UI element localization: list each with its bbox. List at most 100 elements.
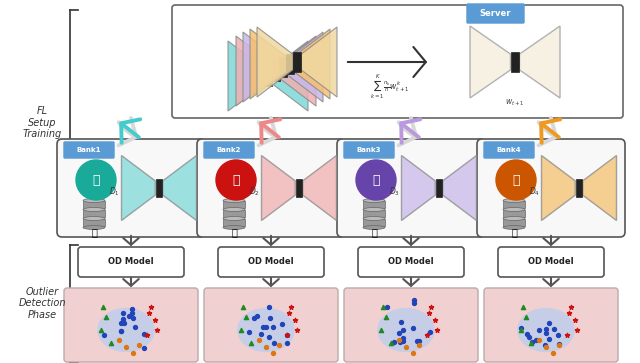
FancyBboxPatch shape	[273, 61, 280, 81]
Point	[401, 344, 411, 350]
Point	[422, 332, 432, 338]
Polygon shape	[228, 41, 264, 111]
Text: Bank3: Bank3	[356, 147, 381, 153]
Point	[430, 317, 440, 323]
Point	[282, 340, 292, 346]
Point	[116, 321, 126, 326]
Point	[274, 342, 284, 348]
Polygon shape	[280, 36, 316, 106]
FancyBboxPatch shape	[293, 52, 301, 72]
Point	[249, 315, 259, 321]
Ellipse shape	[363, 208, 385, 211]
FancyBboxPatch shape	[57, 139, 205, 237]
Point	[541, 326, 552, 332]
Point	[118, 316, 129, 322]
Ellipse shape	[97, 308, 155, 352]
Ellipse shape	[363, 217, 385, 220]
Point	[98, 304, 108, 310]
Point	[146, 304, 156, 310]
Circle shape	[76, 160, 116, 200]
Ellipse shape	[517, 308, 575, 352]
Polygon shape	[122, 155, 156, 220]
Point	[241, 314, 251, 320]
Circle shape	[216, 160, 256, 200]
FancyBboxPatch shape	[575, 179, 582, 197]
Ellipse shape	[503, 199, 525, 203]
Text: 🔒: 🔒	[231, 227, 237, 237]
Point	[394, 337, 404, 343]
Point	[414, 342, 424, 348]
FancyBboxPatch shape	[204, 142, 255, 159]
FancyBboxPatch shape	[63, 142, 115, 159]
Circle shape	[496, 160, 536, 200]
Point	[236, 327, 246, 333]
Polygon shape	[541, 155, 575, 220]
Polygon shape	[401, 155, 435, 220]
Point	[246, 340, 256, 346]
Point	[115, 328, 125, 334]
Polygon shape	[301, 27, 337, 97]
Point	[139, 345, 149, 351]
Text: Bank2: Bank2	[217, 147, 241, 153]
Polygon shape	[470, 26, 511, 98]
Polygon shape	[443, 155, 477, 220]
Polygon shape	[243, 32, 279, 102]
Polygon shape	[236, 36, 272, 106]
FancyBboxPatch shape	[511, 52, 519, 72]
Text: $D_1$: $D_1$	[109, 186, 120, 198]
Point	[114, 337, 124, 343]
Point	[127, 310, 138, 315]
Point	[527, 339, 537, 345]
Text: 🔒: 🔒	[511, 227, 517, 237]
Point	[518, 304, 528, 310]
Ellipse shape	[83, 217, 105, 220]
Point	[516, 327, 526, 333]
Point	[286, 304, 296, 310]
Point	[426, 304, 436, 310]
Point	[540, 342, 550, 347]
Text: OD Model: OD Model	[248, 257, 294, 266]
Point	[96, 327, 106, 333]
Ellipse shape	[83, 208, 105, 211]
Text: Bank4: Bank4	[497, 147, 522, 153]
Point	[260, 324, 271, 330]
Point	[541, 344, 551, 350]
Point	[408, 350, 418, 356]
Point	[544, 336, 554, 342]
FancyBboxPatch shape	[83, 200, 105, 208]
Ellipse shape	[223, 199, 245, 203]
Point	[534, 337, 544, 343]
Point	[265, 315, 275, 321]
Point	[284, 310, 294, 316]
Point	[381, 314, 391, 320]
Point	[130, 324, 140, 330]
FancyBboxPatch shape	[83, 209, 105, 216]
Point	[124, 313, 134, 319]
Text: 🔒: 🔒	[91, 227, 97, 237]
Point	[142, 332, 152, 338]
FancyBboxPatch shape	[477, 139, 625, 237]
FancyBboxPatch shape	[344, 288, 478, 362]
FancyBboxPatch shape	[363, 219, 385, 225]
FancyBboxPatch shape	[264, 66, 271, 86]
Point	[282, 332, 292, 338]
FancyBboxPatch shape	[484, 288, 618, 362]
Point	[256, 331, 266, 337]
Ellipse shape	[363, 199, 385, 203]
Point	[409, 300, 419, 306]
Text: OD Model: OD Model	[108, 257, 154, 266]
Text: 🏛: 🏛	[232, 174, 240, 187]
FancyBboxPatch shape	[83, 219, 105, 225]
Point	[276, 321, 287, 327]
FancyBboxPatch shape	[483, 142, 534, 159]
Point	[397, 338, 408, 343]
Point	[290, 317, 300, 323]
Point	[424, 310, 434, 316]
FancyBboxPatch shape	[78, 247, 184, 277]
Point	[534, 327, 544, 333]
Ellipse shape	[223, 217, 245, 220]
Polygon shape	[294, 29, 330, 99]
FancyBboxPatch shape	[64, 288, 198, 362]
Point	[522, 331, 532, 337]
Point	[121, 344, 131, 350]
